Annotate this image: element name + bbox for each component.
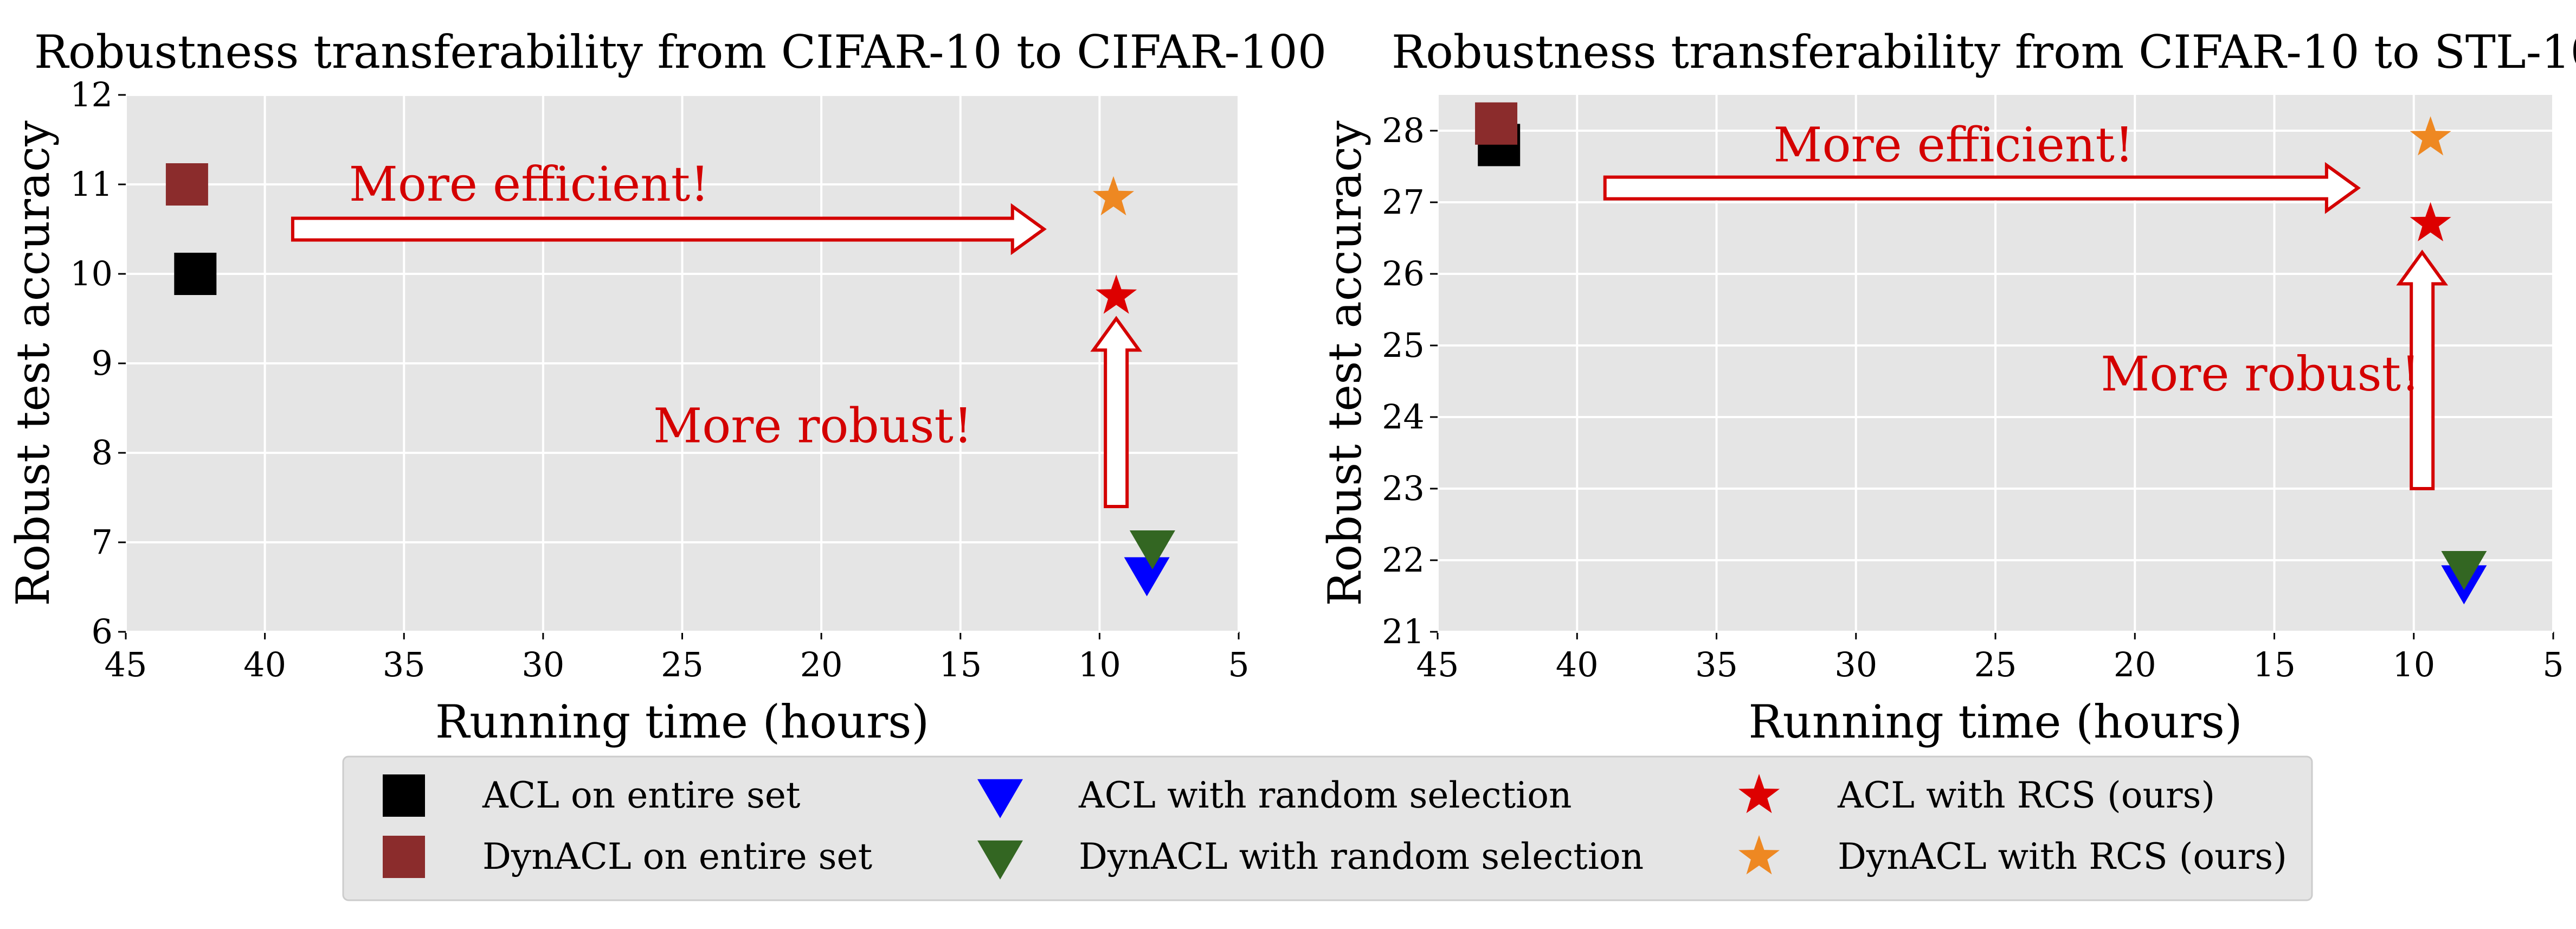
y-tick-label: 7 — [92, 522, 113, 562]
legend-marker-dynacl-with-random-selection — [977, 840, 1023, 880]
y-tick-label: 12 — [70, 75, 113, 114]
x-tick-label: 20 — [800, 645, 843, 684]
x-tick-label: 40 — [243, 645, 286, 684]
legend-marker-acl-on-entire-set — [383, 774, 425, 817]
legend-label-acl-with-rcs-ours: ACL with RCS (ours) — [1837, 774, 2215, 816]
more-efficient-arrow — [291, 203, 1047, 255]
legend-marker-acl-with-rcs-ours — [1738, 774, 1780, 813]
more-efficient-annotation: More efficient! — [1773, 117, 2134, 172]
y-tick-label: 11 — [70, 164, 113, 204]
x-tick-label: 45 — [105, 645, 147, 684]
legend-label-dynacl-with-rcs-ours: DynACL with RCS (ours) — [1838, 836, 2287, 877]
y-tick-label: 28 — [1382, 111, 1425, 150]
x-tick-label: 15 — [939, 645, 982, 684]
data-point-dynacl-with-rcs-ours — [2410, 116, 2451, 156]
y-tick-label: 10 — [70, 254, 113, 293]
x-tick-label: 30 — [521, 645, 564, 684]
more-robust-annotation: More robust! — [2101, 346, 2420, 402]
data-point-dynacl-on-entire-set — [165, 163, 208, 206]
data-point-dynacl-with-rcs-ours — [1093, 176, 1135, 216]
chart-title: Robustness transferability from CIFAR-10… — [1392, 25, 2576, 79]
more-efficient-arrow — [1603, 162, 2361, 214]
y-tick-label: 6 — [92, 612, 113, 651]
chart-panel-stl10: 45 40 35 30 25 20 15 10 5 21 22 23 24 25 26 27 28 Robustn… — [1318, 25, 2576, 748]
x-tick-label: 40 — [1556, 645, 1599, 684]
y-tick-label: 27 — [1382, 182, 1425, 222]
chart-title: Robustness transferability from CIFAR-10… — [34, 25, 1326, 79]
x-tick-label: 20 — [2114, 645, 2156, 684]
data-point-acl-on-entire-set — [174, 253, 217, 295]
legend-marker-dynacl-on-entire-set — [383, 836, 425, 878]
more-efficient-annotation: More efficient! — [349, 156, 710, 212]
more-robust-annotation: More robust! — [653, 398, 973, 454]
legend-marker-dynacl-with-rcs-ours — [1738, 835, 1780, 875]
y-axis-label: Robust test accuracy — [7, 120, 60, 606]
data-point-dynacl-with-random-selection — [1129, 530, 1175, 570]
x-tick-label: 45 — [1416, 645, 1459, 684]
x-axis-label: Running time (hours) — [435, 695, 929, 748]
data-point-dynacl-on-entire-set — [1475, 102, 1518, 145]
data-point-dynacl-with-random-selection — [2441, 550, 2487, 590]
x-tick-label: 5 — [1228, 645, 1249, 684]
y-tick-label: 25 — [1382, 325, 1425, 365]
more-robust-arrow — [1090, 316, 1143, 508]
y-tick-label: 23 — [1382, 469, 1425, 508]
x-tick-label: 10 — [1078, 645, 1121, 684]
y-tick-label: 9 — [92, 343, 113, 383]
y-tick-label: 8 — [92, 433, 113, 472]
legend-label-dynacl-on-entire-set: DynACL on entire set — [482, 836, 872, 877]
legend-label-acl-with-random-selection: ACL with random selection — [1078, 774, 1572, 816]
x-tick-label: 25 — [1974, 645, 2017, 684]
x-tick-label: 35 — [383, 645, 426, 684]
x-tick-label: 5 — [2542, 645, 2564, 684]
data-point-acl-with-random-selection — [1124, 557, 1170, 597]
legend-marker-acl-with-random-selection — [977, 779, 1023, 818]
x-tick-label: 30 — [1834, 645, 1877, 684]
y-tick-label: 26 — [1382, 254, 1425, 293]
y-tick-label: 24 — [1382, 397, 1425, 437]
legend: ACL on entire set DynACL on entire set ACL… — [342, 755, 2313, 901]
y-tick-label: 22 — [1382, 540, 1425, 580]
y-tick-label: 21 — [1382, 612, 1425, 651]
x-tick-label: 35 — [1695, 645, 1738, 684]
x-tick-label: 25 — [661, 645, 704, 684]
x-axis-label: Running time (hours) — [1748, 695, 2242, 748]
y-axis-label: Robust test accuracy — [1318, 120, 1371, 606]
legend-label-acl-on-entire-set: ACL on entire set — [482, 774, 800, 816]
legend-box — [342, 755, 2313, 901]
data-point-acl-with-rcs-ours — [1096, 274, 1137, 314]
legend-label-dynacl-with-random-selection: DynACL with random selection — [1079, 836, 1644, 877]
data-point-acl-with-rcs-ours — [2410, 202, 2451, 241]
x-tick-label: 15 — [2253, 645, 2296, 684]
more-robust-arrow — [2396, 249, 2449, 490]
x-tick-label: 10 — [2392, 645, 2435, 684]
